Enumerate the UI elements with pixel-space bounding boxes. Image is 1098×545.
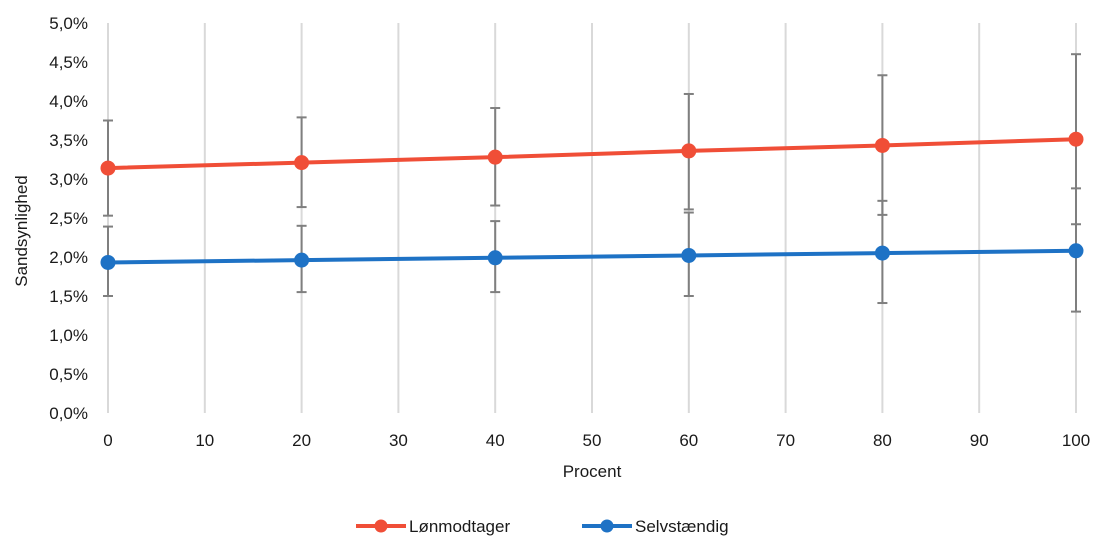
y-axis-ticks: 0,0% 0,5% 1,0% 1,5% 2,0% 2,5% 3,0% 3,5% 4,0% 4,5%… (49, 14, 88, 423)
legend-swatch-marker (374, 519, 388, 533)
x-tick-label: 90 (970, 431, 989, 450)
x-tick-label: 30 (389, 431, 408, 450)
data-point (874, 245, 890, 261)
y-tick-label: 4,0% (49, 92, 88, 111)
y-tick-label: 1,5% (49, 287, 88, 306)
data-point (487, 250, 503, 266)
x-tick-label: 60 (679, 431, 698, 450)
data-point (681, 143, 697, 159)
grid-lines (107, 23, 1077, 413)
data-point (681, 247, 697, 263)
data-point (294, 252, 310, 268)
series-line-1 (107, 248, 1077, 265)
y-tick-label: 0,5% (49, 365, 88, 384)
x-tick-label: 40 (486, 431, 505, 450)
legend-swatch-marker (600, 519, 614, 533)
legend: Lønmodtager Selvstændig (356, 517, 729, 536)
y-tick-label: 2,0% (49, 248, 88, 267)
data-point (100, 254, 116, 270)
data-point (1068, 243, 1084, 259)
y-tick-label: 4,5% (49, 53, 88, 72)
x-axis-title: Procent (563, 462, 622, 481)
legend-label: Selvstændig (635, 517, 729, 536)
x-tick-label: 100 (1062, 431, 1090, 450)
series-line-0 (107, 137, 1077, 171)
data-point (294, 155, 310, 171)
y-tick-label: 3,0% (49, 170, 88, 189)
x-tick-label: 70 (776, 431, 795, 450)
x-axis-ticks: 0 10 20 30 40 50 60 70 80 90 100 (103, 431, 1090, 450)
x-tick-label: 20 (292, 431, 311, 450)
data-point (874, 137, 890, 153)
legend-label: Lønmodtager (409, 517, 510, 536)
series-points (100, 131, 1084, 270)
data-point (100, 160, 116, 176)
series-lines (107, 137, 1077, 265)
y-tick-label: 3,5% (49, 131, 88, 150)
x-tick-label: 80 (873, 431, 892, 450)
x-tick-label: 50 (583, 431, 602, 450)
y-axis-title: Sandsynlighed (12, 175, 31, 287)
x-tick-label: 10 (195, 431, 214, 450)
x-tick-label: 0 (103, 431, 112, 450)
y-tick-label: 5,0% (49, 14, 88, 33)
data-point (1068, 131, 1084, 147)
y-tick-label: 0,0% (49, 404, 88, 423)
y-tick-label: 2,5% (49, 209, 88, 228)
data-point (487, 149, 503, 165)
y-tick-label: 1,0% (49, 326, 88, 345)
